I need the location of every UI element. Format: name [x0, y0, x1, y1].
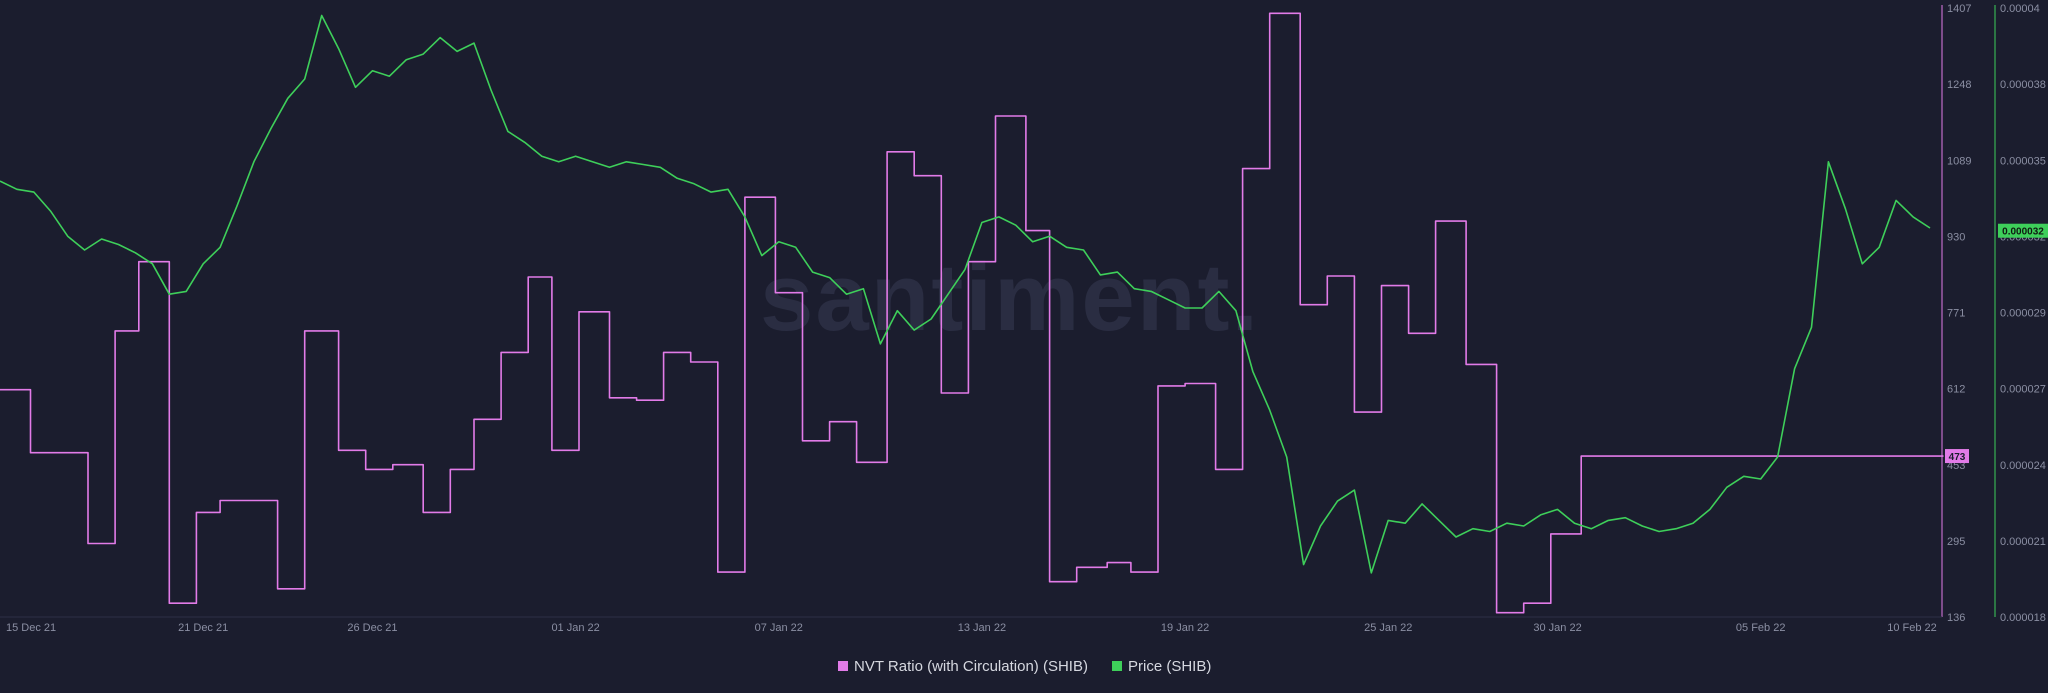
- x-tick-label: 15 Dec 21: [6, 622, 56, 634]
- price-y-tick-label: 0.000024: [2000, 460, 2046, 472]
- x-tick-label: 01 Jan 22: [551, 622, 599, 634]
- legend-nvt-label: NVT Ratio (with Circulation) (SHIB): [854, 658, 1088, 675]
- x-tick-label: 30 Jan 22: [1533, 622, 1581, 634]
- price-y-tick-label: 0.000027: [2000, 384, 2046, 396]
- legend-nvt-item[interactable]: NVT Ratio (with Circulation) (SHIB): [838, 658, 1088, 675]
- legend-price-item[interactable]: Price (SHIB): [1112, 658, 1211, 675]
- legend-price-swatch: [1112, 661, 1122, 671]
- x-tick-label: 05 Feb 22: [1736, 622, 1786, 634]
- legend-price-label: Price (SHIB): [1128, 658, 1211, 675]
- x-tick-label: 19 Jan 22: [1161, 622, 1209, 634]
- nvt-y-tick-label: 136: [1947, 612, 1965, 624]
- nvt-ratio-line[interactable]: [0, 12, 1944, 614]
- labels-layer: 1407124810899307716124532951360.000040.0…: [6, 3, 2048, 634]
- nvt-y-tick-label: 1248: [1947, 79, 1971, 91]
- nvt-y-tick-label: 295: [1947, 536, 1965, 548]
- x-tick-label: 26 Dec 21: [347, 622, 397, 634]
- x-tick-label: 13 Jan 22: [958, 622, 1006, 634]
- price-y-tick-label: 0.00004: [2000, 3, 2040, 15]
- legend[interactable]: NVT Ratio (with Circulation) (SHIB) Price…: [838, 658, 1211, 675]
- price-current-value: 0.000032: [2002, 227, 2044, 238]
- nvt-current-value: 473: [1949, 452, 1966, 463]
- series-layer: [0, 12, 1944, 614]
- x-tick-label: 25 Jan 22: [1364, 622, 1412, 634]
- nvt-y-tick-label: 930: [1947, 231, 1965, 243]
- x-tick-label: 07 Jan 22: [755, 622, 803, 634]
- price-y-tick-label: 0.000038: [2000, 79, 2046, 91]
- x-tick-label: 21 Dec 21: [178, 622, 228, 634]
- price-y-tick-label: 0.000018: [2000, 612, 2046, 624]
- nvt-y-tick-label: 1089: [1947, 155, 1971, 167]
- nvt-current-badge: [1945, 449, 1969, 464]
- price-current-badge: [1998, 223, 2048, 238]
- price-line[interactable]: [0, 14, 1931, 574]
- nvt-y-tick-label: 771: [1947, 308, 1965, 320]
- price-y-tick-label: 0.000029: [2000, 308, 2046, 320]
- price-y-tick-label: 0.000021: [2000, 536, 2046, 548]
- price-y-tick-label: 0.000035: [2000, 155, 2046, 167]
- nvt-y-tick-label: 1407: [1947, 3, 1971, 15]
- watermark-text: santiment.: [760, 244, 1260, 351]
- x-tick-label: 10 Feb 22: [1887, 622, 1937, 634]
- nvt-y-tick-label: 612: [1947, 384, 1965, 396]
- axes-layer: [0, 5, 1996, 618]
- legend-nvt-swatch: [838, 661, 848, 671]
